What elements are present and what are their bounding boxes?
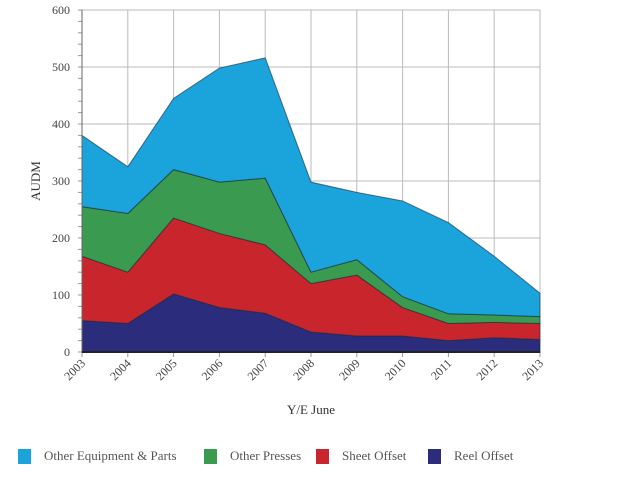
legend-label: Sheet Offset xyxy=(342,448,407,463)
legend-swatch xyxy=(316,448,329,464)
x-tick-label: 2008 xyxy=(290,356,317,383)
legend-label: Other Presses xyxy=(230,448,302,463)
x-tick-label: 2013 xyxy=(519,356,546,383)
y-tick-label: 0 xyxy=(64,345,70,359)
x-tick-label: 2012 xyxy=(473,356,500,383)
y-tick-label: 200 xyxy=(52,231,70,245)
y-axis-label: AUDM xyxy=(28,161,43,201)
legend-label: Reel Offset xyxy=(454,448,514,463)
y-tick-label: 100 xyxy=(52,288,70,302)
legend-swatch xyxy=(18,448,31,464)
x-axis-label: Y/E June xyxy=(287,402,335,417)
y-tick-label: 400 xyxy=(52,117,70,131)
x-tick-label: 2003 xyxy=(61,356,88,383)
area-other-equipment-parts xyxy=(81,57,541,318)
legend-label: Other Equipment & Parts xyxy=(44,448,177,463)
x-tick-label: 2007 xyxy=(244,356,271,383)
legend-item: Reel Offset xyxy=(428,448,513,464)
legend-swatch xyxy=(428,448,441,464)
y-tick-label: 300 xyxy=(52,174,70,188)
legend-item: Other Equipment & Parts xyxy=(18,448,177,464)
legend: Other Equipment & Parts Other Presses Shee… xyxy=(0,448,630,470)
x-tick-label: 2004 xyxy=(107,356,134,383)
x-tick-label: 2011 xyxy=(428,356,455,383)
x-tick-label: 2009 xyxy=(336,356,363,383)
legend-item: Sheet Offset xyxy=(316,448,406,464)
legend-item: Other Presses xyxy=(204,448,301,464)
x-tick-label: 2005 xyxy=(153,356,180,383)
legend-swatch xyxy=(204,448,217,464)
x-tick-label: 2010 xyxy=(382,356,409,383)
x-tick-label: 2006 xyxy=(199,356,226,383)
stacked-area-chart: 0 100 200 300 400 500 600 2003 2004 2005 2006 2007 2… xyxy=(28,3,546,417)
y-tick-label: 500 xyxy=(52,60,70,74)
y-tick-label: 600 xyxy=(52,3,70,17)
